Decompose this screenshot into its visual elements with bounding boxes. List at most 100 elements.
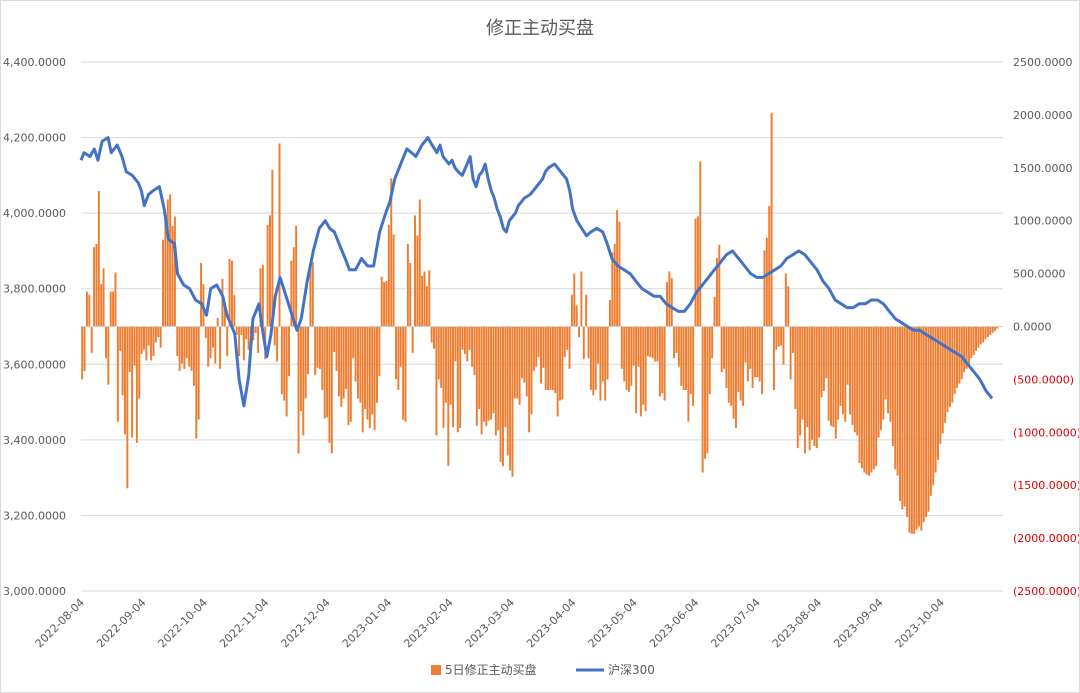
bar	[478, 326, 481, 410]
bar	[844, 326, 847, 422]
bar	[371, 326, 374, 415]
legend-bar-label: 5日修正主动买盘	[445, 662, 537, 677]
bar	[830, 326, 833, 426]
bar	[133, 326, 136, 366]
bar	[877, 326, 880, 438]
bar	[473, 326, 476, 376]
right-tick-label: 1500.0000	[1013, 162, 1073, 175]
gridlines	[81, 61, 1003, 592]
bar	[611, 252, 614, 327]
bar	[307, 326, 310, 375]
right-axis: 2500.0000 2000.0000 1500.0000 1000.0000 500.…	[1013, 56, 1079, 598]
bar	[330, 326, 333, 454]
bar	[166, 199, 169, 327]
bar	[259, 268, 262, 327]
bar	[342, 326, 345, 399]
bar	[157, 326, 160, 338]
bar	[906, 326, 909, 517]
bar	[753, 326, 756, 378]
bar	[658, 326, 661, 397]
bar	[304, 326, 307, 399]
legend-bar-swatch	[431, 665, 441, 675]
bar	[582, 326, 585, 360]
bar	[894, 326, 897, 470]
bar	[701, 326, 704, 473]
left-tick-label: 3,800.0000	[3, 283, 66, 296]
bar	[920, 326, 923, 531]
bar	[670, 277, 673, 327]
bar	[537, 326, 540, 358]
bar	[585, 294, 588, 327]
bar	[140, 326, 143, 355]
bar	[913, 326, 916, 534]
bar	[982, 326, 985, 343]
bar	[399, 326, 402, 367]
bar	[501, 326, 504, 467]
bar	[837, 326, 840, 420]
bar	[808, 326, 811, 451]
bar	[428, 270, 431, 327]
bar	[656, 326, 659, 362]
bar	[599, 326, 602, 401]
bar	[107, 326, 110, 385]
bar	[240, 326, 243, 335]
bar	[708, 326, 711, 395]
bar	[846, 326, 849, 385]
bar	[521, 326, 523, 379]
bar	[409, 263, 412, 327]
bar	[965, 326, 968, 369]
bar	[967, 326, 970, 365]
bar	[518, 326, 521, 405]
bar	[145, 326, 148, 361]
bar	[960, 326, 963, 380]
bar	[853, 326, 856, 433]
bar	[257, 326, 260, 353]
x-tick-label: 2023-09-04	[831, 596, 885, 650]
bar	[397, 326, 400, 390]
bar	[730, 326, 733, 406]
x-tick-label: 2023-07-04	[708, 596, 762, 650]
bar	[632, 326, 635, 366]
bar	[944, 326, 947, 423]
bar	[523, 326, 526, 383]
bar	[221, 278, 224, 327]
right-tick-label: 1000.0000	[1013, 215, 1073, 228]
bar	[378, 326, 381, 377]
bar	[490, 326, 493, 420]
bar	[352, 326, 355, 359]
bar	[685, 326, 687, 390]
right-tick-label: (1000.0000)	[1013, 426, 1079, 439]
bar	[280, 326, 283, 395]
x-tick-label: 2022-12-04	[278, 596, 332, 650]
bar	[380, 276, 383, 327]
bar	[152, 326, 155, 357]
bar	[677, 326, 680, 367]
bar	[763, 250, 766, 327]
x-tick-label: 2023-04-04	[524, 596, 578, 650]
bar	[335, 326, 338, 371]
bar	[461, 326, 464, 350]
bar	[404, 326, 407, 422]
x-tick-label: 2022-10-04	[156, 596, 210, 650]
bar	[801, 326, 804, 420]
bar	[732, 326, 735, 419]
x-tick-label: 2023-06-04	[647, 596, 701, 650]
bar	[104, 326, 107, 359]
bar	[725, 326, 728, 388]
bar	[252, 326, 255, 341]
bar	[925, 326, 928, 517]
bar	[375, 326, 378, 403]
bar	[387, 224, 390, 327]
bar	[715, 257, 718, 327]
bar	[932, 326, 935, 486]
bar	[295, 225, 298, 327]
bar	[499, 326, 502, 462]
bar	[884, 326, 887, 400]
bar	[337, 326, 340, 397]
right-tick-label: (2500.0000)	[1013, 585, 1079, 598]
bar	[171, 225, 174, 327]
bar	[228, 258, 231, 327]
bar	[323, 326, 326, 419]
bar	[321, 326, 324, 390]
bar	[345, 326, 348, 389]
